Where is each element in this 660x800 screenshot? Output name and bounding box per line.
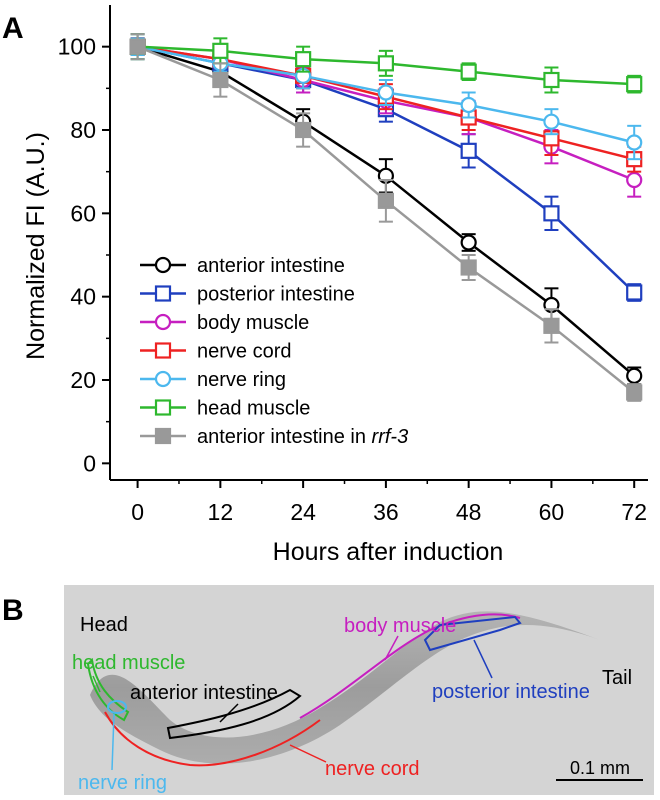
series-6 — [129, 33, 643, 402]
data-point — [295, 121, 312, 139]
legend-entry: anterior intestine — [140, 255, 345, 277]
y-tick-label: 80 — [70, 117, 96, 143]
data-point — [626, 76, 643, 93]
legend-label: nerve ring — [197, 369, 286, 391]
legend-label: head muscle — [197, 398, 310, 420]
anterior-intestine-outline — [166, 688, 302, 740]
data-point — [626, 134, 643, 151]
legend-label: anterior intestine — [197, 255, 345, 277]
body-muscle-outline — [299, 613, 521, 719]
x-tick-label: 12 — [208, 499, 234, 525]
label-nerve-ring: nerve ring — [78, 772, 167, 794]
data-point — [460, 96, 477, 114]
worm-micrograph: Head Tail head muscle anterior intestine… — [64, 585, 654, 795]
legend-label: body muscle — [197, 312, 309, 334]
legend-entry: anterior intestine in rrf-3 — [140, 426, 408, 448]
label-anterior-intestine: anterior intestine — [130, 682, 278, 704]
y-axis-label: Normalized FI (A.U.) — [22, 132, 50, 360]
panel-a-label: A — [2, 12, 24, 45]
legend-label: nerve cord — [197, 341, 292, 363]
legend-marker — [154, 342, 172, 359]
legend-label: posterior intestine — [197, 284, 355, 306]
x-tick-label: 48 — [456, 499, 482, 525]
x-tick-label: 60 — [539, 499, 565, 525]
series-layer — [129, 33, 643, 402]
legend-marker — [154, 256, 172, 274]
data-point — [543, 113, 560, 130]
label-head: Head — [80, 614, 128, 636]
data-point — [543, 205, 560, 222]
x-tick-label: 24 — [290, 499, 316, 525]
nerve-cord-outline — [104, 711, 321, 767]
legend-marker — [154, 427, 172, 445]
data-point — [460, 63, 477, 80]
panel-b-label: B — [2, 594, 24, 627]
data-point — [212, 71, 229, 89]
data-point — [543, 71, 560, 89]
x-axis-label: Hours after induction — [273, 538, 504, 566]
y-tick-label: 40 — [70, 284, 96, 310]
data-point — [543, 317, 560, 334]
y-tick-label: 0 — [83, 450, 96, 476]
x-ticks: 0 12 24 36 48 60 72 — [131, 480, 647, 525]
legend-entry: nerve cord — [140, 341, 292, 363]
legend-entry: nerve ring — [140, 369, 286, 391]
data-point — [460, 259, 477, 276]
leader-anterior-intestine — [219, 703, 239, 723]
legend: anterior intestine posterior intestine bod… — [140, 255, 408, 448]
legend-marker — [154, 370, 172, 388]
data-point — [377, 84, 394, 101]
leader-nerve-cord — [289, 744, 327, 763]
data-point — [460, 142, 477, 159]
data-point — [129, 38, 146, 55]
leader-body-muscle — [384, 635, 399, 661]
data-point — [626, 367, 643, 384]
y-tick-label: 100 — [58, 34, 96, 60]
head-muscle-outline — [86, 657, 130, 722]
legend-marker — [154, 399, 172, 416]
y-tick-label: 20 — [70, 367, 96, 393]
leader-nerve-ring — [111, 713, 115, 771]
label-nerve-cord: nerve cord — [325, 758, 420, 780]
data-point — [377, 55, 394, 72]
leader-head-muscle — [92, 675, 101, 693]
nerve-ring-outline — [107, 700, 127, 714]
chart-panel-a: 0 20 40 60 80 100 0 12 24 36 48 60 72 Hours after i… — [22, 5, 648, 566]
legend-entry: body muscle — [140, 312, 309, 334]
label-head-muscle: head muscle — [72, 652, 185, 674]
x-tick-label: 72 — [621, 499, 647, 525]
leader-posterior-intestine — [473, 639, 493, 679]
legend-entry: posterior intestine — [140, 284, 355, 306]
y-ticks: 0 20 40 60 80 100 — [58, 34, 110, 476]
data-point — [460, 234, 477, 251]
label-tail: Tail — [602, 667, 632, 689]
data-point — [212, 42, 229, 59]
scale-bar-label: 0.1 mm — [570, 758, 630, 778]
x-tick-label: 36 — [373, 499, 399, 525]
data-point — [295, 51, 312, 68]
data-point — [626, 171, 643, 189]
data-point — [626, 384, 643, 401]
label-body-muscle: body muscle — [344, 615, 456, 637]
legend-label: anterior intestine in rrf-3 — [197, 426, 408, 448]
legend-entry: head muscle — [140, 398, 310, 420]
data-point — [377, 192, 394, 209]
data-point — [626, 284, 643, 301]
label-posterior-intestine: posterior intestine — [432, 681, 590, 703]
legend-marker — [154, 313, 172, 331]
posterior-intestine-outline — [423, 615, 522, 652]
x-tick-label: 0 — [131, 499, 144, 525]
y-tick-label: 60 — [70, 200, 96, 226]
legend-marker — [154, 285, 172, 302]
